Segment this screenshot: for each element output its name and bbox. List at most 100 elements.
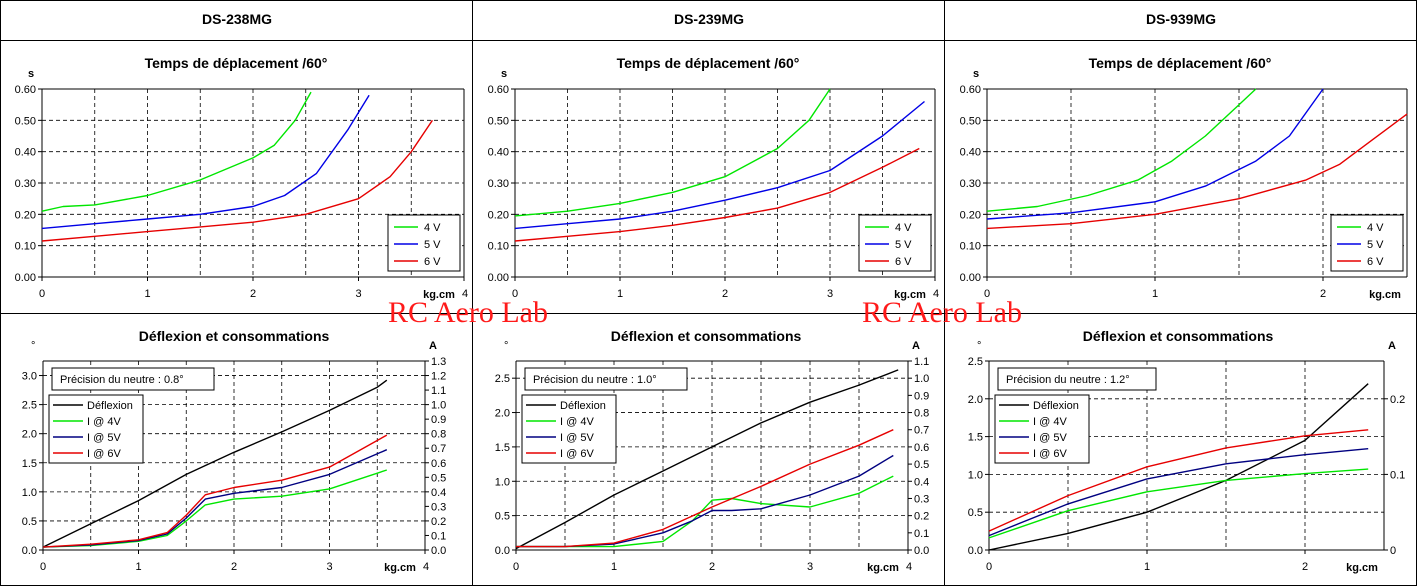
series-line-3 bbox=[986, 113, 1408, 230]
legend-label: I @ 4V bbox=[560, 416, 594, 428]
x-tick-label: 2 bbox=[231, 561, 237, 573]
x-tick-label: 1 bbox=[135, 561, 141, 573]
x-axis-unit: kg.cm bbox=[1369, 289, 1401, 301]
x-tick-label: 0 bbox=[40, 561, 46, 573]
x-axis-unit: kg.cm bbox=[867, 562, 899, 574]
x-tick-label: 4 bbox=[423, 561, 429, 573]
panel-header-1: DS-238MG bbox=[202, 11, 272, 27]
series-line-4 bbox=[42, 434, 388, 548]
y-tick-label: 0.40 bbox=[15, 147, 36, 159]
x-tick-label: 4 bbox=[933, 288, 939, 300]
y2-tick-label: 1.3 bbox=[431, 356, 446, 368]
neutral-precision-note: Précision du neutre : 0.8° bbox=[60, 374, 184, 386]
x-tick-label: 0 bbox=[39, 288, 45, 300]
y-tick-label: 2.0 bbox=[495, 408, 510, 420]
legend: Déflexion I @ 4V I @ 5V I @ 6V bbox=[994, 394, 1090, 464]
y-tick-label: 0.5 bbox=[968, 507, 983, 519]
y-axis-unit: s bbox=[973, 68, 979, 80]
legend-label: 5 V bbox=[1367, 239, 1384, 251]
y-tick-label: 0.00 bbox=[15, 272, 36, 284]
series-line-1 bbox=[515, 369, 899, 550]
legend-label: I @ 6V bbox=[560, 448, 594, 460]
panel-header-3: DS-939MG bbox=[1146, 11, 1216, 27]
series-line-2 bbox=[41, 94, 370, 230]
y-axis-unit: ° bbox=[504, 340, 508, 352]
y-tick-label: 1.0 bbox=[495, 476, 510, 488]
y2-tick-label: 0.4 bbox=[431, 487, 446, 499]
legend-box bbox=[994, 394, 1090, 464]
y-tick-label: 0.40 bbox=[488, 147, 509, 159]
chart-title: Déflexion et consommations bbox=[611, 328, 802, 344]
series-line-3 bbox=[988, 448, 1369, 537]
x-tick-label: 1 bbox=[1152, 288, 1158, 300]
legend-label: 4 V bbox=[895, 222, 912, 234]
series-line-1 bbox=[514, 88, 831, 217]
x-tick-label: 4 bbox=[906, 561, 912, 573]
y-axis-unit: ° bbox=[977, 340, 981, 352]
x-axis-unit: kg.cm bbox=[423, 289, 455, 301]
y2-tick-label: 0.0 bbox=[914, 545, 929, 557]
y-axis-unit: s bbox=[28, 68, 34, 80]
x-tick-label: 3 bbox=[326, 561, 332, 573]
legend-box bbox=[48, 394, 144, 464]
legend-label: 6 V bbox=[895, 256, 912, 268]
legend: Déflexion I @ 4V I @ 5V I @ 6V bbox=[48, 394, 144, 464]
panel-header-2: DS-239MG bbox=[674, 11, 744, 27]
legend-label: I @ 6V bbox=[1033, 448, 1067, 460]
legend-label: Déflexion bbox=[87, 400, 133, 412]
y-tick-label: 0.30 bbox=[960, 178, 981, 190]
y-tick-label: 0.50 bbox=[960, 115, 981, 127]
series-line-2 bbox=[516, 475, 894, 548]
y-tick-label: 0.30 bbox=[15, 178, 36, 190]
x-tick-label: 2 bbox=[250, 288, 256, 300]
y2-tick-label: 1.0 bbox=[431, 400, 446, 412]
x-axis-unit: kg.cm bbox=[384, 562, 416, 574]
y-tick-label: 0.10 bbox=[960, 241, 981, 253]
legend-label: Déflexion bbox=[1033, 400, 1079, 412]
note-box bbox=[524, 367, 688, 391]
chart-6: Déflexion et consommations 0 1 2 0.0 0.5 1.0 1.… bbox=[968, 328, 1406, 574]
y-tick-label: 2.0 bbox=[22, 429, 37, 441]
legend-label: Déflexion bbox=[560, 400, 606, 412]
legend-label: I @ 5V bbox=[1033, 432, 1067, 444]
y-tick-label: 0.30 bbox=[488, 178, 509, 190]
y-tick-label: 0.50 bbox=[15, 115, 36, 127]
chart-title: Temps de déplacement /60° bbox=[145, 55, 328, 71]
y2-tick-label: 1.2 bbox=[431, 371, 446, 383]
x-tick-label: 2 bbox=[1320, 288, 1326, 300]
y2-axis-unit: A bbox=[1388, 340, 1396, 352]
y2-tick-label: 0.7 bbox=[914, 425, 929, 437]
y-tick-label: 0.20 bbox=[15, 209, 36, 221]
y-tick-label: 0.10 bbox=[488, 241, 509, 253]
series-line-2 bbox=[514, 100, 925, 230]
series-line-2 bbox=[986, 88, 1324, 220]
y-tick-label: 0.00 bbox=[960, 272, 981, 284]
y2-tick-label: 0 bbox=[1390, 545, 1396, 557]
y2-tick-label: 0.4 bbox=[914, 476, 929, 488]
x-tick-label: 4 bbox=[462, 288, 468, 300]
y-tick-label: 2.5 bbox=[968, 356, 983, 368]
y-tick-label: 1.5 bbox=[22, 458, 37, 470]
x-axis-unit: kg.cm bbox=[1346, 562, 1378, 574]
y2-tick-label: 0.9 bbox=[431, 414, 446, 426]
y-tick-label: 2.5 bbox=[22, 400, 37, 412]
series-line-2 bbox=[988, 468, 1369, 539]
y2-tick-label: 0.2 bbox=[1390, 394, 1405, 406]
y-tick-label: 0.0 bbox=[22, 545, 37, 557]
y-tick-label: 1.0 bbox=[968, 469, 983, 481]
chart-3: Temps de déplacement /60° 0 1 2 0.00 0.10 0.20… bbox=[960, 55, 1408, 301]
y2-tick-label: 0.0 bbox=[431, 545, 446, 557]
watermark-right: RC Aero Lab bbox=[862, 296, 1022, 329]
y2-tick-label: 1.0 bbox=[914, 373, 929, 385]
chart-title: Temps de déplacement /60° bbox=[617, 55, 800, 71]
y2-tick-label: 0.3 bbox=[431, 501, 446, 513]
x-tick-label: 3 bbox=[807, 561, 813, 573]
legend-label: 6 V bbox=[1367, 256, 1384, 268]
note-box bbox=[997, 367, 1157, 391]
x-tick-label: 2 bbox=[722, 288, 728, 300]
y-tick-label: 0.5 bbox=[495, 511, 510, 523]
y-tick-label: 0.60 bbox=[488, 84, 509, 96]
